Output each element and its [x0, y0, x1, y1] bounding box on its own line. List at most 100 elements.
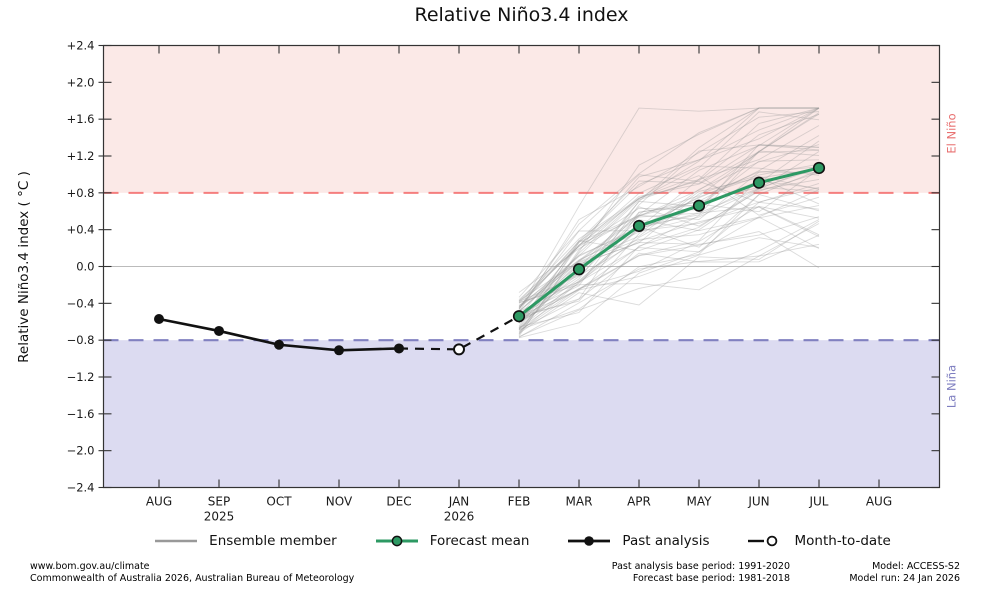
- ensemble-member-line: [518, 174, 820, 298]
- ensemble-member-line: [518, 216, 820, 318]
- forecast-mean-point: [752, 176, 766, 189]
- ensemble-member-line: [518, 223, 820, 338]
- ensemble-member-line: [518, 111, 820, 308]
- past-analysis-point: [274, 339, 284, 350]
- legend-label: Past analysis: [622, 533, 710, 549]
- el-nino-band: [103, 45, 940, 193]
- legend-item-forecast-mean: Forecast mean: [373, 533, 530, 549]
- y-tick-label: −2.4: [67, 481, 95, 495]
- y-tick-label: −1.6: [67, 407, 95, 421]
- ensemble-member-line: [518, 216, 820, 318]
- month-tick-label: SEP: [208, 495, 230, 509]
- month-tick-label: AUG: [146, 495, 172, 509]
- month-tick-label: JAN: [448, 495, 470, 509]
- month-tick-label: MAR: [566, 495, 593, 509]
- ensemble-member-line: [518, 194, 820, 312]
- ensemble-member-line: [518, 107, 820, 317]
- footer-model-info: Model: ACCESS-S2 Model run: 24 Jan 2026: [849, 561, 960, 584]
- ensemble-member-line: [518, 125, 820, 313]
- ensemble-member-line: [518, 167, 820, 323]
- legend-item-ensemble: Ensemble member: [152, 533, 337, 549]
- month-tick-label: NOV: [326, 495, 353, 509]
- past-analysis-point: [394, 343, 404, 354]
- month-tick-label: DEC: [386, 495, 411, 509]
- ensemble-member-line: [518, 182, 820, 339]
- y-tick-label: +1.2: [67, 149, 95, 163]
- y-tick-label: +2.4: [67, 39, 95, 53]
- forecast-mean-point: [572, 263, 586, 276]
- legend-item-past-analysis: Past analysis: [565, 533, 710, 549]
- year-tick-label: 2026: [444, 510, 475, 524]
- ensemble-member-line: [518, 113, 820, 337]
- ensemble-member-line: [518, 107, 820, 324]
- footer-past-base-period: Past analysis base period: 1991-2020: [611, 561, 790, 572]
- ensemble-member-line: [518, 234, 820, 331]
- forecast-mean-line: [518, 166, 820, 318]
- month-tick-label: AUG: [866, 495, 892, 509]
- footer-model: Model: ACCESS-S2: [872, 561, 960, 572]
- ensemble-member-line: [518, 159, 820, 323]
- month-to-date-connector: [398, 315, 520, 351]
- ensemble-member-line: [518, 167, 820, 329]
- month-tick-label: OCT: [266, 495, 292, 509]
- ensemble-member-line: [518, 206, 820, 302]
- ensemble-member-line: [518, 149, 820, 317]
- ensemble-member-line: [518, 140, 820, 322]
- ensemble-member-line: [518, 177, 820, 308]
- ensemble-member-line: [518, 107, 819, 329]
- footer-url: www.bom.gov.au/climate: [30, 561, 150, 572]
- ensemble-member-line: [518, 175, 820, 324]
- y-tick-label: 0.0: [76, 260, 94, 274]
- y-tick-label: +1.6: [67, 112, 95, 126]
- forecast-mean-point: [692, 199, 706, 212]
- ensemble-member-line: [518, 165, 820, 307]
- ensemble-member-line: [518, 144, 820, 303]
- legend-label: Month-to-date: [794, 533, 891, 549]
- ensemble-member-line: [518, 107, 819, 335]
- forecast-mean-point: [632, 219, 646, 233]
- y-tick-label: −1.2: [67, 370, 95, 384]
- footer-model-run: Model run: 24 Jan 2026: [849, 572, 960, 584]
- forecast-mean-point: [512, 310, 526, 323]
- ensemble-member-line: [518, 163, 820, 329]
- ensemble-member-line: [518, 220, 820, 334]
- legend-item-month-to-date: Month-to-date: [746, 533, 891, 549]
- ensemble-member-line: [518, 135, 820, 334]
- month-tick-label: FEB: [508, 495, 531, 509]
- y-axis-label: Relative Niño3.4 index ( °C ): [16, 171, 32, 363]
- year-tick-label: 2025: [204, 510, 235, 524]
- ensemble-member-line: [518, 107, 819, 311]
- ensemble-member-line: [518, 187, 820, 310]
- legend-label: Forecast mean: [429, 533, 530, 549]
- ensemble-member-line: [518, 175, 820, 323]
- ensemble-member-line: [518, 169, 820, 331]
- y-tick-label: +2.0: [67, 75, 95, 89]
- ensemble-member-line: [518, 107, 819, 310]
- past-analysis-point: [154, 313, 164, 324]
- past-analysis-line-icon: [568, 536, 611, 546]
- ensemble-member-line: [518, 113, 820, 302]
- ensemble-member-line: [518, 107, 819, 321]
- ensemble-member-line: [518, 168, 820, 304]
- footer-copyright: Commonwealth of Australia 2026, Australi…: [30, 572, 355, 584]
- y-tick-label: −2.0: [67, 444, 95, 458]
- y-tick-label: −0.4: [67, 296, 95, 310]
- ensemble-member-line: [518, 243, 820, 303]
- y-tick-label: −0.8: [67, 333, 95, 347]
- chart-title: Relative Niño3.4 index: [414, 4, 629, 26]
- ensemble-member-line: [518, 237, 820, 332]
- footer-base-periods: Past analysis base period: 1991-2020 For…: [612, 561, 790, 584]
- ensemble-member-line: [518, 107, 820, 308]
- ensemble-member-line: [518, 205, 820, 330]
- ensemble-member-line: [518, 178, 820, 327]
- ensemble-member-line: [518, 112, 820, 318]
- month-tick-label: MAY: [687, 495, 713, 509]
- la-nina-region-label: La Niña: [944, 364, 959, 409]
- ensemble-member-line: [518, 107, 820, 293]
- ensemble-member-line: [518, 144, 820, 308]
- ensemble-member-line: [518, 204, 820, 320]
- ensemble-line-icon: [155, 539, 198, 543]
- ensemble-member-line: [518, 150, 820, 313]
- past-analysis-point: [214, 325, 224, 336]
